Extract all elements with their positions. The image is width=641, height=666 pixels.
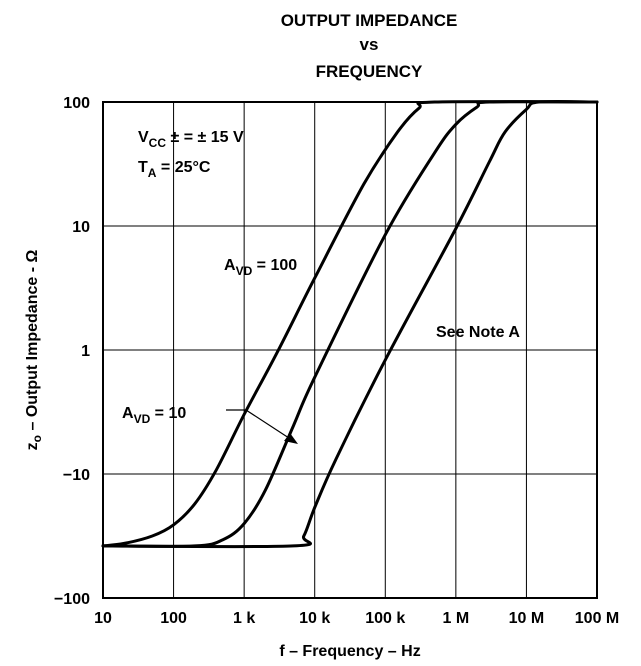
label-see-note-a: See Note A — [436, 324, 520, 341]
x-tick-label: 10 k — [299, 610, 330, 627]
y-axis-label-subscript: o — [30, 435, 44, 442]
avd-10-arrowhead — [284, 433, 298, 444]
label-avd-10-subscript: VD — [134, 412, 151, 426]
chart-title-line-3: FREQUENCY — [316, 62, 423, 81]
ta-main: T — [138, 159, 148, 176]
y-tick-label: 10 — [72, 219, 90, 236]
label-avd-10: AVD = 10 — [122, 405, 186, 426]
series-line-1 — [101, 100, 599, 548]
x-tick-label: 10 M — [509, 610, 545, 627]
y-tick-label: 1 — [81, 343, 90, 360]
y-tick-label: −10 — [63, 467, 90, 484]
ta-subscript: A — [148, 166, 157, 180]
y-tick-label: 100 — [63, 95, 90, 112]
x-axis-label: f – Frequency – Hz — [279, 643, 420, 660]
y-tick-label: −100 — [54, 591, 90, 608]
x-tick-label: 1 M — [443, 610, 470, 627]
y-axis-label-rest: – Output Impedance - Ω — [24, 250, 41, 435]
chart-title: OUTPUT IMPEDANCE vs FREQUENCY — [281, 11, 458, 81]
x-tick-label: 1 k — [233, 610, 255, 627]
vcc-subscript: CC — [149, 136, 167, 150]
grid — [103, 102, 597, 598]
x-tick-label: 100 — [160, 610, 187, 627]
label-avd-100-subscript: VD — [236, 264, 253, 278]
label-avd-100: AVD = 100 — [224, 257, 297, 278]
plot-frame — [102, 101, 598, 599]
chart-title-line-1: OUTPUT IMPEDANCE — [281, 11, 458, 30]
y-tick-labels: −100 −10 1 10 100 — [54, 95, 90, 608]
y-axis-label-main: z — [24, 442, 41, 450]
y-axis-label: zo – Output Impedance - Ω — [24, 250, 44, 451]
vcc-rest: ± = ± 15 V — [166, 129, 244, 146]
chart-title-line-2: vs — [360, 35, 379, 54]
vcc-main: V — [138, 129, 149, 146]
x-tick-labels: 10 100 1 k 10 k 100 k 1 M 10 M 100 M — [94, 610, 619, 627]
vcc-condition: VCC ± = ± 15 V — [138, 129, 244, 150]
label-avd-10-main: A — [122, 405, 134, 422]
x-tick-label: 100 k — [365, 610, 405, 627]
ta-rest: = 25°C — [156, 159, 210, 176]
ta-condition: TA = 25°C — [138, 159, 211, 180]
data-series — [101, 99, 599, 549]
label-avd-100-rest: = 100 — [252, 257, 297, 274]
label-avd-100-main: A — [224, 257, 236, 274]
avd-10-leader-line — [226, 409, 293, 441]
x-tick-label: 100 M — [575, 610, 619, 627]
label-avd-10-rest: = 10 — [150, 405, 186, 422]
series-line-2 — [101, 100, 599, 548]
x-tick-label: 10 — [94, 610, 112, 627]
series-line-3 — [101, 99, 599, 549]
